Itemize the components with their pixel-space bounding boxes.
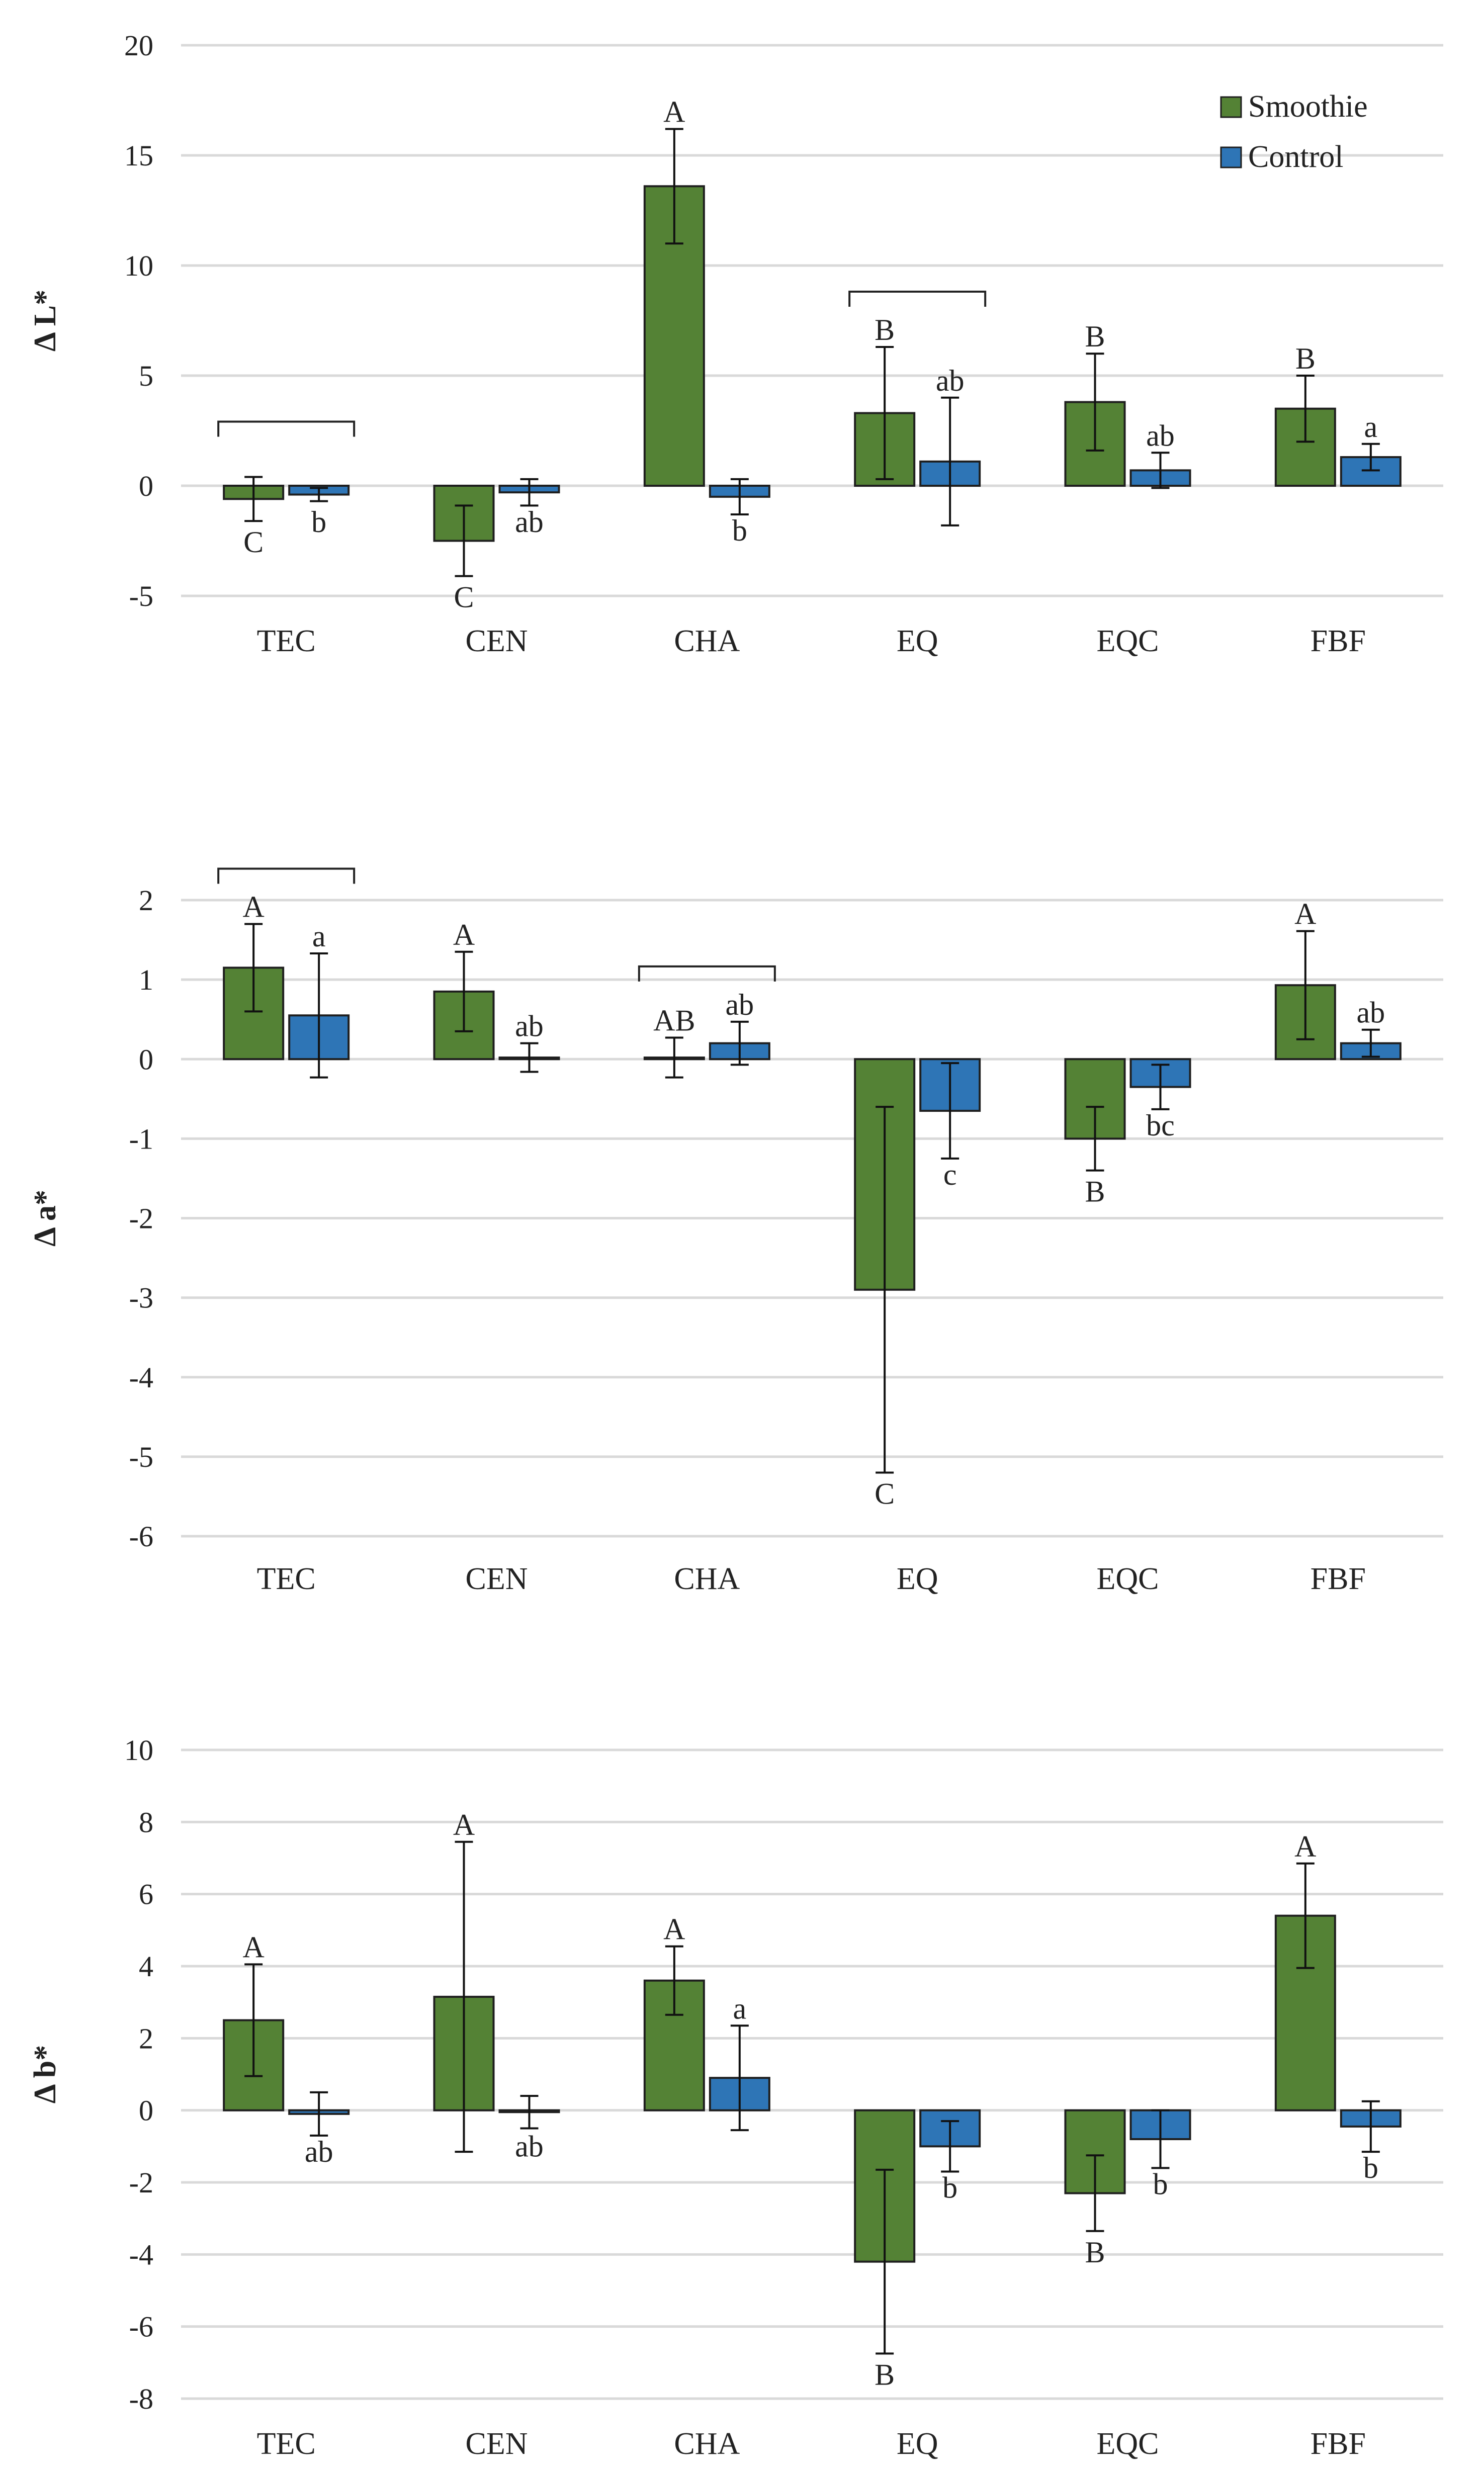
x-tick-label: TEC (257, 2427, 316, 2461)
y-tick-label: 10 (124, 249, 153, 282)
y-tick-label: -4 (129, 1361, 153, 1394)
x-tick-label: EQ (897, 2427, 938, 2461)
y-tick-label: 5 (139, 360, 153, 392)
y-axis-label: Δ b* (28, 2045, 62, 2103)
significance-label: a (1364, 410, 1378, 444)
significance-label: A (453, 918, 475, 951)
y-axis-label: Δ L* (28, 290, 62, 351)
x-tick-label: CEN (466, 1562, 528, 1596)
significance-label: B (875, 313, 895, 346)
significance-label: b (1153, 2167, 1168, 2200)
significance-label: A (663, 95, 685, 128)
y-tick-label: -8 (129, 2383, 153, 2415)
y-tick-label: -1 (129, 1122, 153, 1155)
significance-label: ab (515, 2130, 544, 2163)
significance-label: ab (1146, 419, 1175, 452)
significance-label: ab (936, 364, 965, 397)
y-tick-label: 15 (124, 139, 153, 172)
y-tick-label: 0 (139, 2094, 153, 2127)
x-tick-label: TEC (257, 624, 316, 658)
y-tick-label: -2 (129, 1202, 153, 1235)
significance-label: B (1085, 1175, 1105, 1208)
chart-panel-b: -8 -6 -4 -2 0 2 4 6 8 10 Δ b* TEC CEN CHA EQ EQC FBF A A A B… (28, 1734, 1443, 2461)
y-tick-label: -2 (129, 2166, 153, 2199)
significance-label: ab (515, 505, 544, 539)
x-tick-label: EQC (1097, 2427, 1159, 2461)
x-tick-label: EQC (1097, 1562, 1159, 1596)
legend-swatch-control (1220, 146, 1242, 168)
x-tick-label: EQ (897, 1562, 938, 1596)
y-tick-label: 2 (139, 2022, 153, 2055)
y-tick-label: -6 (129, 2311, 153, 2343)
y-tick-label: 2 (139, 884, 153, 917)
significance-label: AB (653, 1004, 695, 1037)
legend-swatch-smoothie (1220, 96, 1242, 118)
legend-label-smoothie: Smoothie (1248, 90, 1368, 124)
significance-label: b (942, 2171, 957, 2205)
x-tick-label: CEN (466, 2427, 528, 2461)
significance-label: ab (305, 2135, 333, 2168)
x-tick-label: FBF (1311, 2427, 1366, 2461)
significance-label: A (242, 1930, 264, 1964)
y-tick-label: 1 (139, 963, 153, 996)
y-tick-label: 4 (139, 1950, 153, 1983)
y-tick-label: 0 (139, 1043, 153, 1076)
y-axis-label: Δ a* (28, 1190, 62, 1247)
significance-label: c (943, 1158, 957, 1191)
y-tick-label: 6 (139, 1878, 153, 1911)
y-tick-label: -6 (129, 1520, 153, 1553)
significance-label: A (1294, 1830, 1316, 1863)
y-tick-label: -5 (129, 1441, 153, 1473)
x-tick-label: CEN (466, 624, 528, 658)
significance-label: A (453, 1808, 475, 1841)
significance-label: B (1085, 2236, 1105, 2269)
x-tick-label: CHA (674, 624, 740, 658)
y-tick-label: -5 (129, 580, 153, 612)
x-tick-label: CHA (674, 1562, 740, 1596)
significance-label: B (1295, 342, 1316, 375)
x-tick-label: FBF (1311, 624, 1366, 658)
comparison-bracket (638, 965, 776, 982)
significance-label: C (875, 1477, 895, 1511)
significance-label: ab (1357, 996, 1385, 1029)
x-tick-label: CHA (674, 2427, 740, 2461)
significance-label: A (242, 890, 264, 923)
legend: Smoothie Control (1220, 90, 1368, 174)
y-tick-label: -3 (129, 1282, 153, 1314)
x-tick-label: EQC (1097, 624, 1159, 658)
significance-label: b (1363, 2151, 1378, 2184)
significance-label: a (733, 1992, 747, 2025)
significance-label: bc (1146, 1109, 1175, 1142)
x-tick-label: FBF (1311, 1562, 1366, 1596)
significance-label: B (1085, 320, 1105, 353)
significance-label: b (732, 514, 747, 547)
significance-label: ab (726, 988, 754, 1021)
comparison-bracket (217, 867, 356, 884)
comparison-bracket (848, 291, 987, 307)
y-tick-label: 10 (124, 1734, 153, 1767)
x-tick-label: TEC (257, 1562, 316, 1596)
significance-label: A (1294, 898, 1316, 931)
significance-label: C (454, 581, 474, 614)
significance-label: B (875, 2358, 895, 2391)
y-tick-label: -4 (129, 2238, 153, 2271)
significance-label: b (311, 505, 326, 539)
y-tick-label: 0 (139, 470, 153, 502)
significance-label: ab (515, 1010, 544, 1043)
y-tick-label: 20 (124, 29, 153, 62)
legend-label-control: Control (1248, 140, 1343, 174)
x-tick-label: EQ (897, 624, 938, 658)
significance-label: A (663, 1913, 685, 1946)
significance-label: C (243, 525, 264, 559)
significance-label: a (312, 920, 326, 953)
comparison-bracket (217, 420, 356, 437)
y-tick-label: 8 (139, 1806, 153, 1838)
